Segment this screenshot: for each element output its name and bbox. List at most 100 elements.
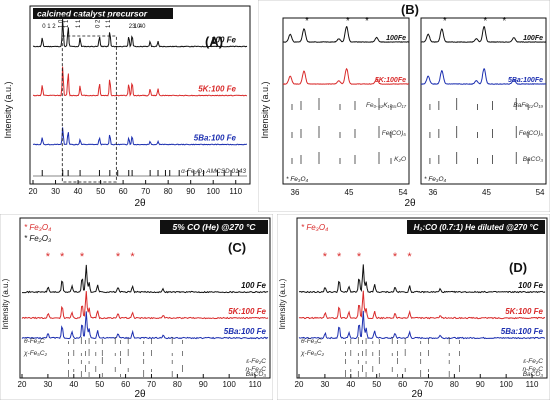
panel-label-d: (D) (509, 260, 527, 275)
series-label-b: 100Fe (386, 35, 406, 42)
series-line (298, 310, 545, 340)
xtick-label: 80 (450, 380, 459, 389)
title-c: 5% CO (He) @270 °C (172, 222, 256, 232)
xtick-label-a: 20 (29, 187, 38, 196)
peak-marker-b: * (443, 16, 447, 27)
hkl-label-a: 2 1 4 (129, 24, 143, 30)
reference-label: BaCO₃ (246, 371, 267, 378)
subplot-frame-b1 (282, 17, 410, 185)
xtick-label-a: 70 (141, 187, 150, 196)
series-line-a (32, 66, 248, 97)
reference-label: BaCO₃ (523, 371, 544, 378)
title-a: calcined catalyst precursor (37, 9, 148, 19)
hkl-label-a: 1 1 6 (106, 14, 112, 28)
series-label-b: 5Ba:100Fe (508, 77, 543, 84)
reference-label: χ-Fe₅C₂ (300, 350, 325, 357)
xtick-label: 50 (95, 380, 104, 389)
xtick-label-a: 40 (74, 187, 83, 196)
footnote-b: * Fe₃O₄ (286, 176, 309, 183)
peak-marker: * (407, 251, 412, 263)
panel-d: H₂:CO (0.7:1) He diluted @270 °C * Fe₃O₄… (277, 214, 550, 400)
peak-marker-b: * (483, 16, 487, 27)
peak-marker: * (357, 251, 362, 263)
xtick-label-a: 50 (96, 187, 105, 196)
xtick-label-b: 36 (291, 188, 300, 197)
series-line-b (420, 68, 546, 85)
xlabel-b: 2θ (404, 198, 416, 209)
reference-label-b: K₂O (394, 156, 406, 163)
plot-frame-c (19, 217, 271, 379)
xtick-label-b: 45 (482, 188, 491, 197)
xtick-label: 70 (424, 380, 433, 389)
series-line-b (420, 26, 546, 43)
series-group-d: 20 30 40 50 60 70 80 90 100 110 100 Fe 5K:100 Fe 5Ba… (295, 251, 546, 389)
peak-marker: * (60, 251, 65, 263)
series-label-a: 100 Fe (211, 36, 236, 45)
xtick-label-a: 100 (207, 187, 221, 196)
peak-marker-b: * (365, 16, 369, 27)
reference-label-b: Fe(CO)₅ (519, 130, 544, 137)
panel-label-b: (B) (401, 2, 419, 17)
chart-b: (B) Intensity (a.u.) 2θ 36 45 54 100Fe 5K:10… (258, 0, 550, 212)
reference-label: θ-Fe₃C (24, 338, 45, 345)
subplot-frame-b2 (420, 17, 547, 185)
panel-b: (B) Intensity (a.u.) 2θ 36 45 54 100Fe 5K:10… (258, 0, 550, 212)
ylabel-d: Intensity (a.u.) (278, 278, 287, 329)
xtick-label-a: 30 (51, 187, 60, 196)
legend-c-1: * Fe₃O₄ (24, 223, 51, 232)
xtick-label: 50 (372, 380, 381, 389)
series-line (298, 290, 546, 320)
reference-label: ε-Fe₂C (523, 358, 543, 365)
series-line-a (32, 18, 248, 48)
xtick-label: 60 (121, 380, 130, 389)
xtick-label: 110 (249, 380, 262, 389)
xtick-label: 40 (69, 380, 78, 389)
reference-label: η-Fe₂C (245, 366, 266, 373)
series-line (22, 264, 269, 294)
panel-c: 5% CO (He) @270 °C * Fe₃O₄ * Fe₂O₃ (C) I… (0, 214, 273, 400)
plot-frame-a (29, 5, 251, 185)
footnote-b: * Fe₃O₄ (424, 176, 447, 183)
xtick-label-a: 110 (229, 187, 242, 196)
series-label: 5K:100 Fe (505, 307, 543, 316)
reference-label-b: Fe(CO)₅ (382, 130, 407, 137)
series-label-b: 5K:100Fe (375, 77, 406, 84)
hkl-label-a: 1 0 4 (59, 14, 65, 28)
hkl-label-a: 0 1 2 (42, 24, 56, 30)
series-line-a (32, 127, 247, 146)
chart-d: H₂:CO (0.7:1) He diluted @270 °C * Fe₃O₄… (277, 214, 550, 400)
ylabel-c: Intensity (a.u.) (1, 278, 10, 329)
hkl-label-a: 0 2 4 (95, 14, 101, 28)
ylabel-a: Intensity (a.u.) (3, 81, 13, 138)
xtick-label: 100 (222, 380, 236, 389)
xtick-label-a: 60 (119, 187, 128, 196)
peak-marker-b: * (346, 16, 350, 27)
reference-label: χ-Fe₅C₂ (23, 350, 48, 357)
ylabel-b: Intensity (a.u.) (260, 81, 270, 138)
xtick-label-b: 54 (399, 188, 408, 197)
series-line (298, 264, 546, 294)
legend-c-2: * Fe₂O₃ (24, 234, 51, 243)
dashed-zoom-box-a (61, 35, 117, 183)
series-label: 5K:100 Fe (228, 307, 266, 316)
xtick-label: 100 (499, 380, 513, 389)
xtick-label-b: 36 (428, 188, 437, 197)
xlabel-a: 2θ (134, 198, 146, 209)
title-box-c (160, 220, 268, 234)
peak-marker: * (393, 251, 398, 263)
peak-marker-b: * (305, 16, 309, 27)
reference-label-b: BaFe₁₂O₁₉ (513, 102, 543, 109)
series-line-b (283, 67, 409, 85)
peak-marker: * (116, 251, 121, 263)
peak-marker-b: * (502, 16, 506, 27)
series-label-a: 5K:100 Fe (198, 85, 236, 94)
peak-marker: * (130, 251, 135, 263)
reference-label: ε-Fe₂C (246, 358, 266, 365)
xtick-label: 60 (398, 380, 407, 389)
peak-marker: * (323, 251, 328, 263)
hkl-label-a: 1 1 3 (76, 14, 82, 28)
series-label-a: 5Ba:100 Fe (194, 134, 237, 143)
peak-marker: * (80, 251, 85, 263)
xtick-label-b: 45 (345, 188, 354, 197)
reference-label: θ-Fe₃C (301, 338, 322, 345)
